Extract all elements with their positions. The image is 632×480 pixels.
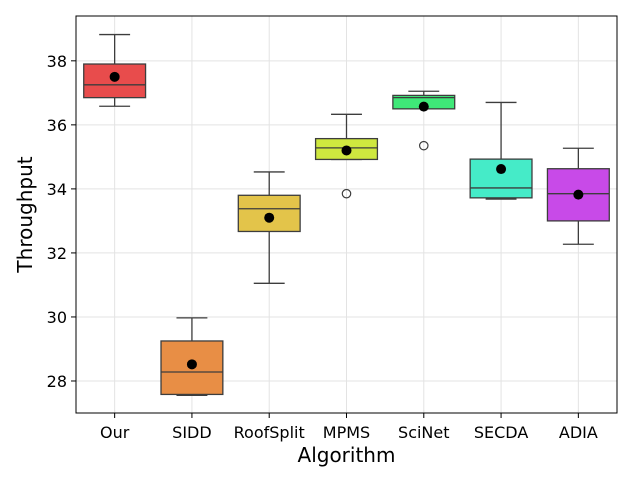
box-roofsplit [237,171,301,284]
mean-marker [186,359,197,370]
mean-marker [264,212,275,223]
x-tick-label: SciNet [398,423,449,442]
x-axis-label: Algorithm [298,443,396,467]
mean-marker [496,164,507,175]
mean-marker [341,145,352,156]
mean-marker [573,189,584,200]
y-tick-label: 34 [47,180,67,199]
box-scinet [392,90,456,151]
box-adia [546,147,610,245]
y-tick-label: 28 [47,372,67,391]
y-tick-label: 38 [47,52,67,71]
y-tick-label: 30 [47,308,67,327]
x-tick-label: ADIA [559,423,598,442]
y-axis-label: Throughput [13,156,37,273]
box-sidd [160,317,224,397]
x-tick-label: MPMS [323,423,370,442]
x-tick-label: SIDD [172,423,212,442]
outlier-point [418,140,429,151]
box-secda [469,101,533,200]
x-tick-label: RoofSplit [234,423,305,442]
x-tick-label: Our [100,423,130,442]
x-tick-label: SECDA [474,423,528,442]
mean-marker [109,71,120,82]
mean-marker [418,101,429,112]
box-our [83,33,147,107]
y-tick-label: 36 [47,116,67,135]
grid [76,16,617,418]
outlier-point [341,188,352,199]
axis-ticks: 28 30 32 34 36 38 Our SIDD RoofSplit MPMS SciNet SE… [47,52,598,442]
plot-area [83,33,610,397]
y-tick-label: 32 [47,244,67,263]
box-mpms [314,113,379,199]
